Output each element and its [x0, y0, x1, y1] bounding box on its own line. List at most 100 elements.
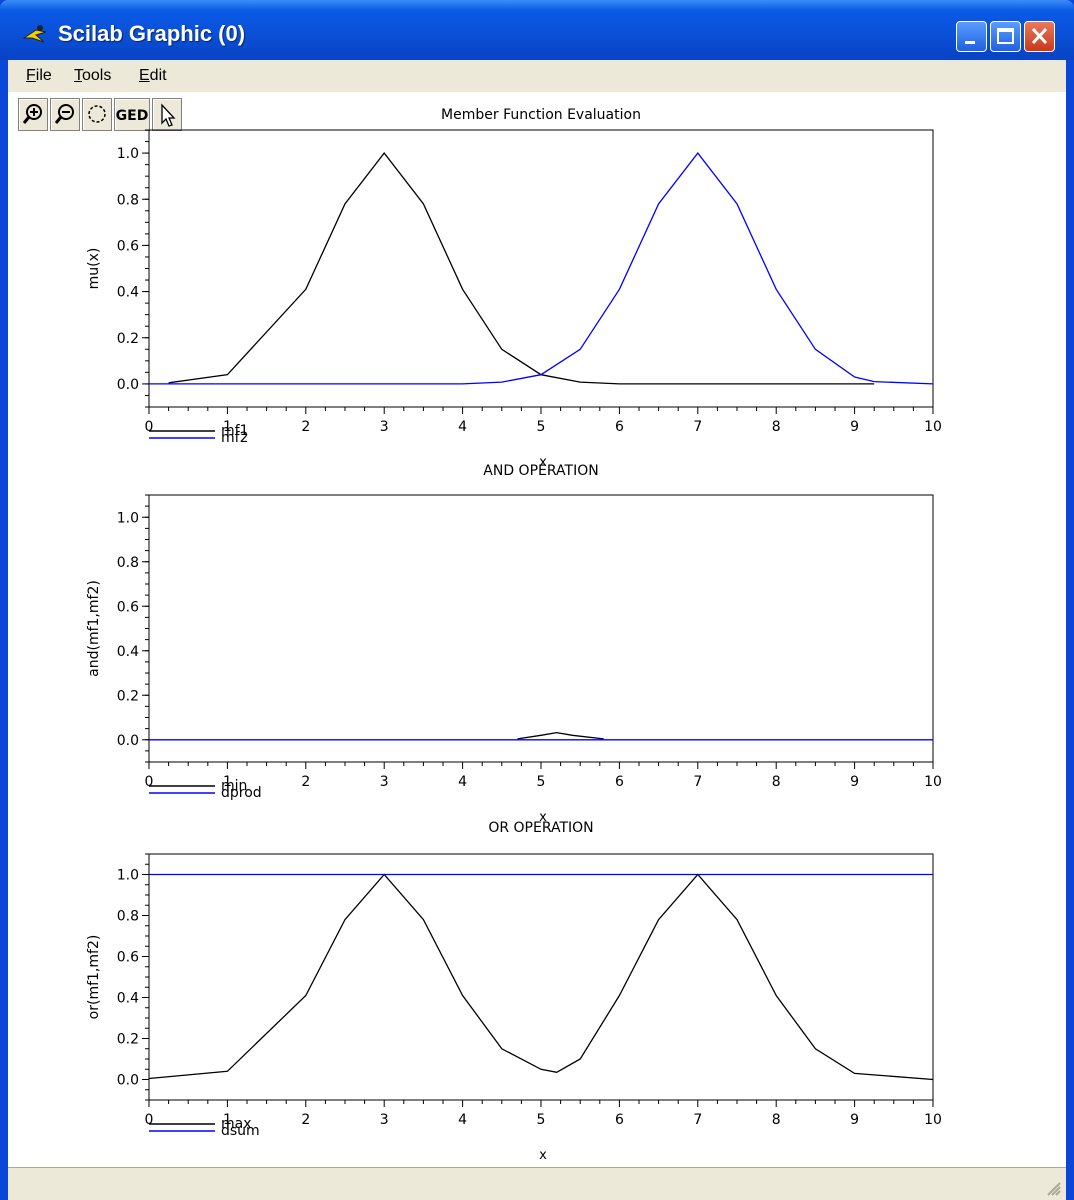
title-bar[interactable]: Scilab Graphic (0): [0, 0, 1074, 60]
maximize-icon: [997, 28, 1014, 44]
y-tick-label: 0.2: [117, 688, 139, 704]
x-tick-label: 6: [615, 1112, 624, 1128]
zoom-out-icon: [54, 104, 74, 124]
y-tick-label: 0.0: [117, 1073, 139, 1089]
y-axis-label: and(mf1,mf2): [86, 580, 102, 677]
legend-label: min: [221, 778, 247, 794]
x-tick-label: 9: [850, 774, 859, 790]
menu-file[interactable]: File: [26, 67, 52, 85]
axes-box: [148, 853, 934, 1101]
scilab-app-icon: [22, 25, 47, 43]
window-title: Scilab Graphic (0): [58, 21, 246, 46]
x-tick-label: 5: [537, 774, 546, 790]
legend-label: dprod: [221, 785, 262, 801]
x-tick-label: 6: [615, 419, 624, 435]
legend-label: mf2: [221, 430, 248, 446]
series-line-mf1: [168, 152, 875, 385]
x-tick-label: 4: [458, 1112, 467, 1128]
y-tick-label: 0.4: [117, 285, 139, 301]
zoom-in-icon: [22, 104, 42, 124]
y-tick-label: 0.4: [117, 644, 139, 660]
pointer-button[interactable]: [152, 98, 182, 131]
y-tick-label: 0.8: [117, 909, 139, 925]
minimize-button[interactable]: [956, 21, 987, 52]
menu-edit[interactable]: Edit: [139, 67, 167, 85]
x-tick-label: 2: [301, 1112, 310, 1128]
x-tick-label: 0: [145, 1112, 154, 1128]
chart-title: OR OPERATION: [488, 820, 593, 836]
status-bar: [8, 1167, 1066, 1200]
x-axis-label: x: [539, 810, 547, 825]
y-tick-label: 0.4: [117, 991, 139, 1007]
y-tick-label: 0.8: [117, 192, 139, 208]
x-tick-label: 5: [537, 419, 546, 435]
y-tick-label: 0.6: [117, 238, 139, 254]
y-tick-label: 0.8: [117, 555, 139, 571]
chart-panel-3: OR OPERATION 0 1 2 3 4 5 6 7 8 9 10 0.0 0.2 0.4 0.6 0.8 1…: [86, 820, 942, 1163]
x-tick-label: 1: [223, 774, 232, 790]
x-tick-label: 1: [223, 1112, 232, 1128]
y-tick-label: 1.0: [117, 146, 139, 162]
x-tick-label: 10: [924, 1112, 942, 1128]
graphic-canvas[interactable]: [8, 92, 1066, 1167]
legend-label: max: [221, 1116, 252, 1132]
close-button[interactable]: [1024, 21, 1055, 52]
legend-label: mf1: [221, 423, 248, 439]
x-tick-label: 9: [850, 419, 859, 435]
x-tick-label: 9: [850, 1112, 859, 1128]
close-icon: [1031, 27, 1048, 45]
y-tick-label: 0.0: [117, 377, 139, 393]
ged-label: GED: [116, 108, 149, 124]
ged-label-svg: GED: [116, 108, 149, 124]
maximize-button[interactable]: [990, 21, 1021, 52]
pointer-icon: [161, 103, 176, 127]
x-tick-label: 4: [458, 419, 467, 435]
chart-title: Member Function Evaluation: [441, 107, 641, 123]
x-tick-label: 2: [301, 419, 310, 435]
x-tick-label: 3: [380, 1112, 389, 1128]
minimize-icon: [965, 41, 975, 44]
x-tick-label: 1: [223, 419, 232, 435]
legend-label: dsum: [221, 1123, 260, 1139]
x-tick-label: 6: [615, 774, 624, 790]
window-frame-left: [0, 60, 8, 1200]
zoom-in-button[interactable]: [18, 98, 48, 131]
menu-tools[interactable]: Tools: [74, 67, 111, 85]
ged-button[interactable]: GED: [114, 98, 150, 131]
zoom-out-button[interactable]: [50, 98, 80, 131]
menu-tools-accel: T: [74, 67, 82, 84]
y-tick-label: 0.6: [117, 950, 139, 966]
rotate-button[interactable]: [82, 98, 112, 131]
menu-edit-label: dit: [149, 67, 167, 84]
menu-tools-label: ools: [82, 67, 112, 84]
x-tick-label: 0: [145, 774, 154, 790]
x-tick-label: 2: [301, 774, 310, 790]
menu-bar: File Tools Edit: [8, 60, 1066, 92]
series-line-mf2: [149, 152, 934, 385]
x-tick-label: 4: [458, 774, 467, 790]
menu-file-label: ile: [35, 67, 52, 84]
window-frame-right: [1066, 60, 1074, 1200]
x-tick-label: 3: [380, 774, 389, 790]
y-tick-label: 1.0: [117, 510, 139, 526]
x-tick-label: 7: [693, 1112, 702, 1128]
y-axis-label: or(mf1,mf2): [86, 935, 102, 1020]
resize-grip-icon[interactable]: [1042, 1177, 1062, 1197]
menu-file-accel: F: [26, 67, 36, 84]
y-tick-label: 0.0: [117, 733, 139, 749]
series-line-max: [148, 873, 934, 1081]
x-tick-label: 8: [772, 774, 781, 790]
x-tick-label: 7: [693, 774, 702, 790]
x-tick-label: 10: [924, 774, 942, 790]
x-tick-label: 5: [537, 1112, 546, 1128]
chart-title: AND OPERATION: [483, 463, 598, 479]
x-tick-label: 0: [145, 419, 154, 435]
y-tick-label: 1.0: [117, 868, 139, 884]
x-axis-label: x: [539, 455, 547, 470]
y-axis-label: mu(x): [86, 248, 102, 290]
chart-panel-2: AND OPERATION 0 1 2 3 4 5 6 7 8 9 10 0.0 0.2 0.4 0.6 0.8…: [86, 463, 942, 825]
menu-edit-accel: E: [139, 67, 150, 84]
y-tick-label: 0.6: [117, 599, 139, 615]
